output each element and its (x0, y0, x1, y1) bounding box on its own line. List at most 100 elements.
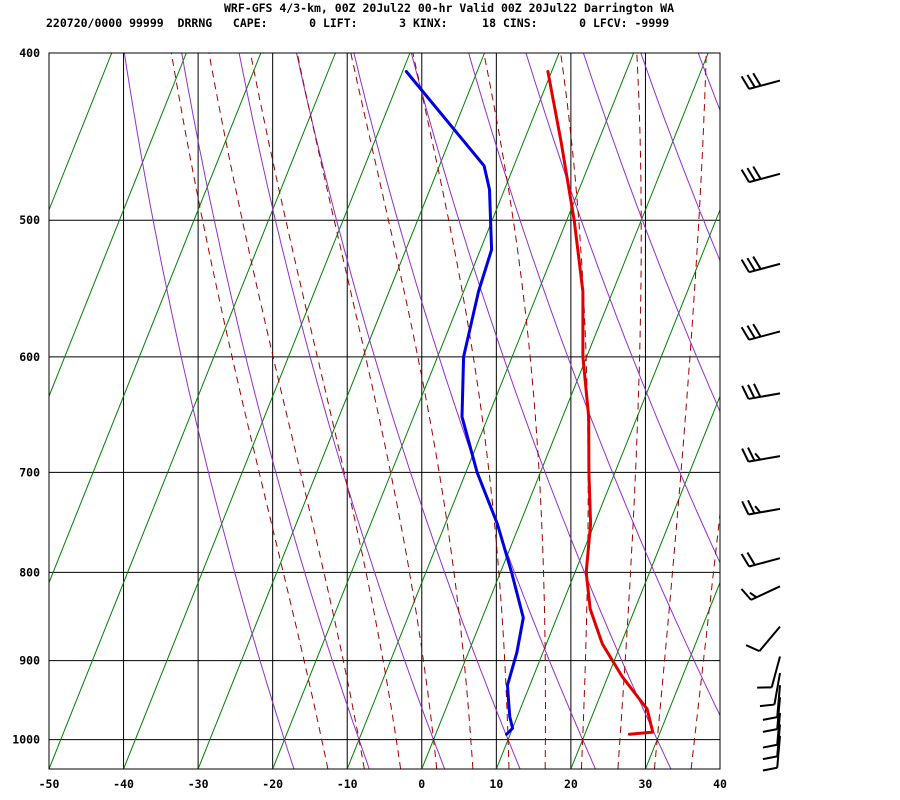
moist-adiabat-line (690, 509, 720, 769)
wind-barb (740, 256, 781, 274)
wind-barb-feather (740, 553, 750, 568)
dry-adiabat-line (640, 53, 720, 263)
x-tick-label: 10 (489, 777, 503, 791)
wind-barb (740, 72, 781, 90)
plot-frame (48, 52, 721, 770)
header-indices: 220720/0000 99999 DRRNG CAPE: 0 LIFT: 3 … (46, 16, 670, 30)
x-tick-label: -30 (188, 777, 209, 791)
wind-barb-feather (762, 728, 778, 733)
moist-adiabat-line (617, 53, 642, 769)
isotherm-line (49, 53, 262, 584)
wind-barb (762, 697, 781, 733)
wind-barb-feather (740, 326, 750, 341)
wind-barb-feather (752, 256, 762, 270)
wind-barb-feather (740, 588, 752, 601)
dry-adiabat-line (468, 53, 720, 717)
wind-barb-half-feather (749, 591, 758, 599)
wind-barb-feather (741, 448, 750, 463)
dry-adiabat-line (296, 53, 521, 769)
moist-adiabat-line (208, 53, 365, 769)
moist-adiabat-line (170, 53, 329, 769)
isotherm-line (495, 208, 720, 769)
wind-barb-feather (740, 169, 750, 183)
thermodynamic-reference-lines (49, 53, 900, 769)
wind-barb-half-feather (754, 505, 762, 514)
x-tick-label: -10 (337, 777, 358, 791)
isotherm-line (197, 53, 485, 769)
wind-barb (745, 625, 781, 653)
isotherm-line (346, 53, 635, 769)
wind-barb-feather (740, 75, 750, 90)
dewpoint-profile (404, 70, 525, 736)
isotherm-line (570, 394, 720, 769)
wind-barb-feather (752, 166, 762, 180)
isotherm-line (49, 53, 187, 398)
wind-barb-feather (753, 383, 762, 398)
wind-barb-staff (773, 672, 781, 705)
dry-adiabat-line (813, 53, 900, 769)
wind-barb-half-feather (754, 452, 762, 461)
x-tick-label: -40 (113, 777, 134, 791)
x-tick-label: 40 (713, 777, 727, 791)
x-tick-label: -50 (39, 777, 60, 791)
moist-adiabat-line (296, 53, 438, 769)
y-tick-label: 800 (19, 565, 40, 579)
wind-barb-staff (776, 685, 781, 718)
wind-barb-feather (745, 644, 760, 653)
wind-barb-feather (747, 384, 756, 399)
moist-adiabat-line (653, 53, 707, 769)
sounding-profiles (404, 70, 655, 736)
dry-adiabat-line (697, 53, 720, 112)
wind-barb (762, 712, 781, 749)
wind-barb-staff (776, 697, 781, 730)
isotherm-line (49, 53, 113, 212)
wind-barb (740, 585, 781, 601)
wind-barb-feather (759, 703, 775, 708)
wind-barb-staff (776, 735, 781, 768)
y-tick-label: 600 (19, 350, 40, 364)
moist-adiabat-line (483, 53, 546, 769)
isotherm-line (421, 53, 709, 769)
wind-barb-feather (746, 325, 756, 339)
x-tick-label: 20 (564, 777, 578, 791)
isotherm-line (719, 767, 720, 769)
wind-barb (757, 656, 781, 689)
dry-adiabat-line (525, 53, 720, 565)
temperature-profile (546, 70, 655, 736)
sounding-header: WRF-GFS 4/3-km, 00Z 20Jul22 00-hr Valid … (0, 0, 900, 32)
wind-barb (740, 551, 781, 568)
y-tick-label: 700 (19, 465, 40, 479)
wind-barb-feather (752, 72, 762, 87)
wind-barb (759, 672, 781, 708)
moist-adiabat-line (412, 53, 510, 769)
dry-adiabat-line (410, 53, 672, 769)
isotherm-line (49, 53, 336, 769)
dry-adiabat-line (123, 53, 295, 769)
wind-barb (740, 166, 781, 184)
x-tick-label: 30 (639, 777, 653, 791)
wind-barb-feather (747, 447, 756, 462)
wind-barb-feather (762, 766, 778, 772)
pressure-temperature-grid (48, 52, 721, 769)
wind-barb-feather (762, 755, 778, 761)
wind-barb-staff (770, 656, 781, 688)
wind-barb-feather (747, 499, 756, 514)
wind-barb-feather (746, 167, 756, 182)
wind-barb-feather (752, 323, 762, 338)
axis-tick-labels: -50 -40 -30 -20 -10 0 10 20 30 40 400 500 600 700 800 9… (12, 46, 727, 791)
wind-barb-feather (746, 74, 756, 88)
wind-barb-staff (776, 712, 781, 745)
x-tick-label: 0 (418, 777, 425, 791)
wind-barb (741, 447, 781, 463)
wind-barb (740, 323, 781, 341)
dry-adiabat-line (756, 53, 900, 769)
moist-adiabat-line (250, 53, 402, 769)
isotherm-line (644, 581, 720, 769)
dry-adiabat-line (181, 53, 370, 769)
x-tick-label: -20 (262, 777, 283, 791)
wind-barb (741, 499, 781, 516)
wind-barb-feather (741, 500, 750, 515)
wind-barb-staff (750, 585, 781, 601)
wind-barbs (740, 72, 781, 772)
